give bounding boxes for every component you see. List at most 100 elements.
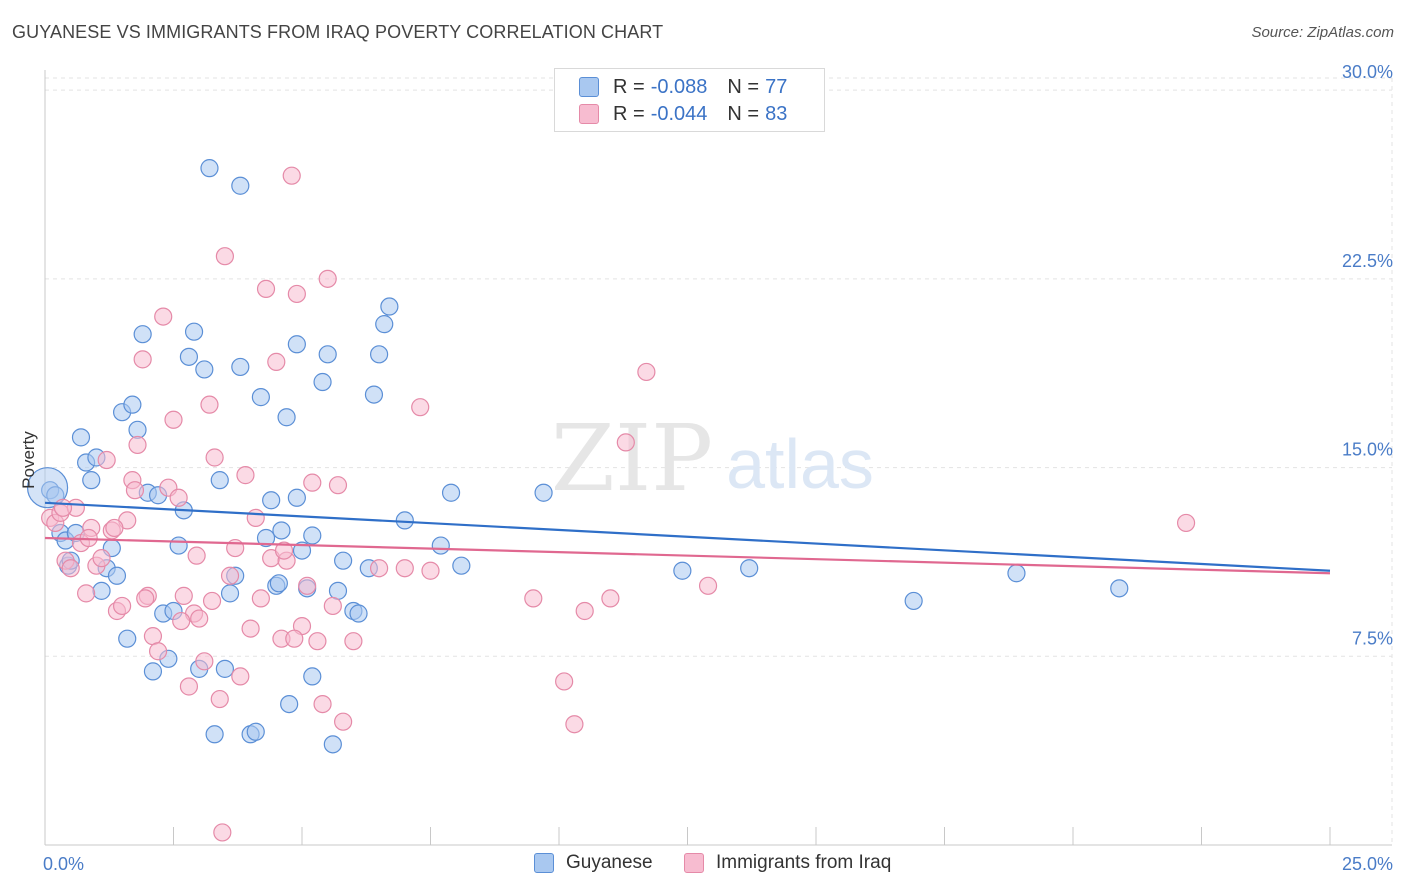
guyanese-point [231, 357, 250, 377]
y-tick-label: 15.0% [1342, 440, 1393, 460]
iraq-point [202, 591, 222, 611]
guyanese-point [334, 551, 353, 570]
guyanese-legend-swatch [534, 853, 554, 873]
guyanese-point [107, 566, 127, 585]
iraq-point [143, 627, 163, 646]
iraq-point [77, 584, 96, 603]
axes: 7.5% 15.0% 22.5% 30.0% 0.0% 25.0% [43, 62, 1393, 874]
guyanese-point [370, 345, 389, 364]
guyanese-point [280, 694, 299, 714]
iraq-point [154, 307, 173, 326]
guyanese-point [292, 541, 312, 560]
series-guyanese [26, 159, 1129, 754]
r-label: R = [613, 75, 645, 98]
iraq-point [174, 586, 193, 605]
iraq-point [179, 677, 199, 696]
guyanese-swatch [579, 77, 599, 97]
iraq-point [133, 350, 152, 369]
iraq-point [169, 488, 188, 507]
guyanese-point [82, 471, 101, 490]
legend-item-immigrants-from-iraq[interactable]: Immigrants from Iraq [684, 852, 891, 874]
guyanese-point [251, 388, 270, 407]
stats-legend-row-iraq: R = -0.044 N = 83 [579, 101, 787, 127]
iraq-point [328, 476, 348, 495]
n-value-guyanese: 77 [765, 75, 788, 98]
iraq-point [287, 284, 306, 304]
iraq-point [575, 601, 594, 621]
watermark: ZIP atlas [551, 405, 874, 512]
n-label: N = [727, 102, 760, 125]
guyanese-point [272, 521, 291, 540]
guyanese-point [169, 536, 188, 555]
iraq-point [205, 448, 224, 467]
iraq-legend-label: Immigrants from Iraq [716, 852, 892, 873]
guyanese-point [277, 408, 296, 427]
guyanese-point [123, 395, 142, 414]
guyanese-point [313, 372, 332, 392]
iraq-point [190, 609, 209, 628]
guyanese-point [287, 335, 306, 354]
iraq-swatch [579, 104, 599, 124]
n-value-iraq: 83 [765, 102, 788, 125]
iraq-point [187, 546, 206, 565]
iraq-point [256, 279, 276, 299]
iraq-point [164, 410, 183, 429]
y-axis-title: Poverty [19, 431, 38, 489]
iraq-point [241, 619, 260, 638]
iraq-point [148, 642, 168, 661]
guyanese-point [904, 591, 923, 611]
y-tick-label: 30.0% [1342, 62, 1393, 82]
iraq-point [313, 694, 332, 714]
iraq-point [282, 166, 301, 185]
guyanese-point [231, 176, 250, 195]
iraq-point [267, 352, 286, 371]
guyanese-point [256, 528, 276, 548]
guyanese-point [323, 735, 342, 754]
guyanese-point [133, 325, 152, 344]
x-tick-label: 25.0% [1342, 854, 1393, 874]
guyanese-point [380, 297, 399, 316]
iraq-point [112, 596, 132, 616]
iraq-point [698, 576, 718, 595]
legend-item-guyanese[interactable]: Guyanese [534, 852, 653, 874]
guyanese-point-large [26, 467, 69, 509]
guyanese-point [71, 428, 91, 447]
iraq-point [524, 589, 543, 608]
iraq-point [421, 561, 440, 580]
iraq-point [370, 559, 389, 578]
iraq-point [92, 549, 111, 568]
iraq-point [246, 508, 265, 527]
guyanese-point [184, 322, 204, 341]
guyanese-point [118, 629, 137, 648]
stats-legend: R = -0.088 N = 77 R = -0.044 N = 83 [554, 68, 825, 132]
guyanese-point [349, 604, 368, 623]
iraq-point [323, 596, 342, 616]
iraq-point [210, 689, 229, 709]
guyanese-point [262, 491, 281, 510]
guyanese-point [1110, 579, 1129, 598]
iraq-point [298, 576, 317, 595]
guyanese-point [303, 667, 322, 686]
guyanese-point [269, 574, 288, 593]
iraq-point [125, 481, 145, 500]
guyanese-point [246, 722, 265, 741]
watermark-zip: ZIP [551, 405, 713, 512]
r-value-guyanese: -0.088 [650, 75, 708, 98]
n-label: N = [727, 75, 760, 98]
chart-title: GUYANESE VS IMMIGRANTS FROM IRAQ POVERTY… [12, 22, 664, 42]
stats-legend-row-guyanese: R = -0.088 N = 77 [579, 74, 787, 100]
iraq-point [601, 589, 620, 608]
guyanese-point [534, 483, 553, 502]
guyanese-legend-label: Guyanese [566, 852, 653, 873]
iraq-point [195, 652, 214, 671]
guyanese-point [215, 659, 234, 678]
source-credit: Source: ZipAtlas.com [1251, 24, 1394, 41]
iraq-point [136, 589, 155, 608]
y-tick-label: 22.5% [1342, 251, 1393, 271]
guyanese-point [205, 725, 224, 744]
iraq-point [128, 435, 147, 455]
y-tick-label: 7.5% [1352, 628, 1393, 648]
iraq-point [411, 398, 430, 417]
iraq-trend-line [44, 536, 1331, 575]
guyanese-point [328, 581, 348, 600]
